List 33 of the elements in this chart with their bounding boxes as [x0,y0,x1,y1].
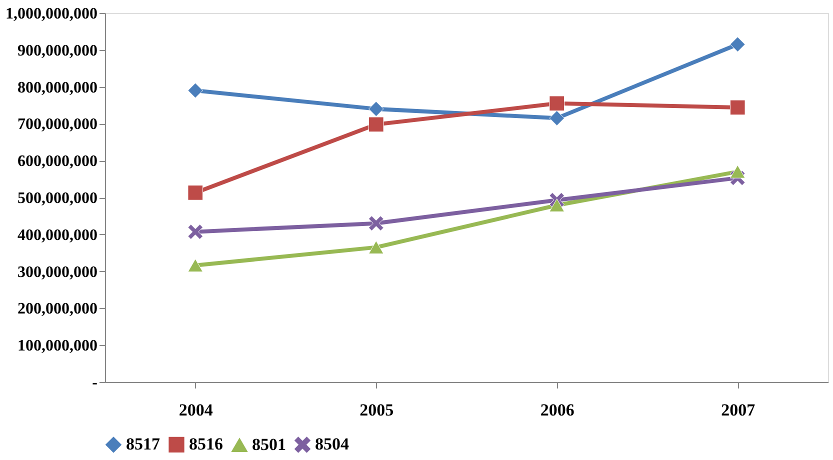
point [188,258,204,272]
y-tick-label: 800,000,000 [18,79,98,96]
point [188,82,204,98]
y-tick-label: 400,000,000 [18,226,98,244]
point [188,224,204,240]
x-tick-label: 2006 [540,400,574,420]
point [549,96,565,112]
legend-label: 8501 [252,435,286,454]
y-tick-label: 600,000,000 [18,153,98,170]
x-tick-label: 2007 [721,400,756,420]
point [549,110,565,126]
y-tick-label: - [92,374,98,392]
point [730,36,746,52]
legend-label: 8516 [189,434,223,454]
y-tick-label: 900,000,000 [18,42,98,60]
point [730,100,746,116]
legend-label: 8504 [315,434,350,454]
point [368,216,384,231]
y-tick-label: 200,000,000 [18,300,98,318]
legend-label: 8517 [126,434,160,454]
x-tick-label: 2005 [360,400,394,420]
point [730,164,746,178]
point [188,185,204,200]
y-tick-label: 300,000,000 [18,264,98,281]
x-tick-label: 2004 [178,400,214,420]
point [368,116,384,132]
y-tick-label: 1,000,000,000 [6,6,98,22]
y-tick-label: 700,000,000 [18,116,98,134]
point [368,101,384,117]
y-tick-label: 100,000,000 [18,338,98,355]
point [368,240,384,254]
y-tick-label: 500,000,000 [18,190,98,207]
point [549,198,565,212]
